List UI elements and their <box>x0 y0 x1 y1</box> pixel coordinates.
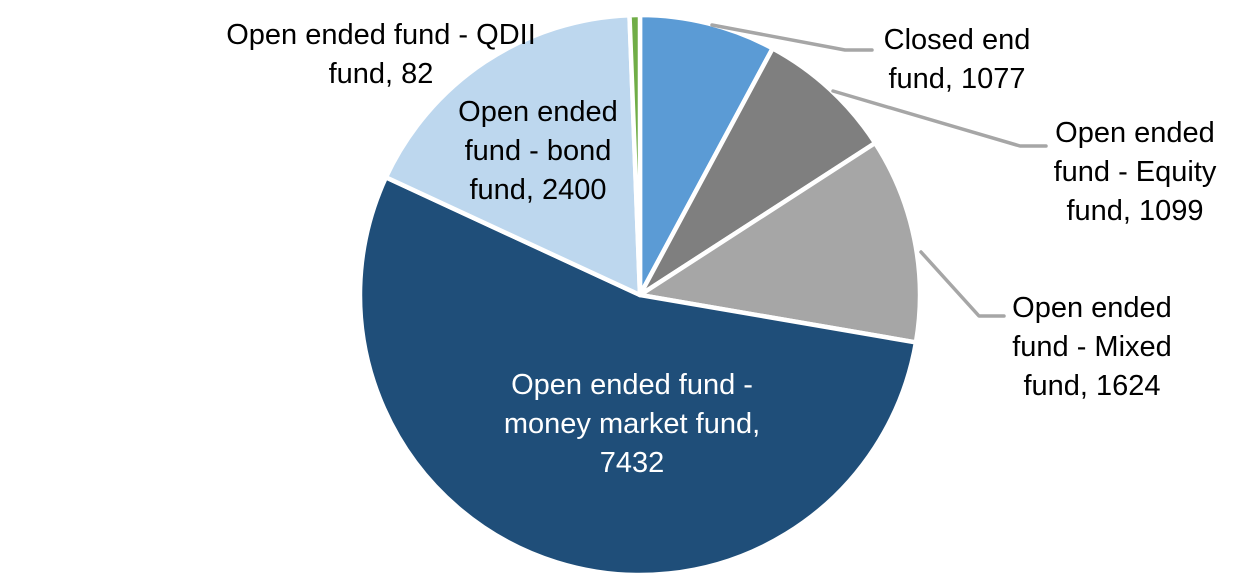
data-label-line: fund, 1099 <box>1066 195 1204 227</box>
data-label-line: Open ended <box>458 96 618 128</box>
data-label-line: 7432 <box>599 447 665 479</box>
pie-slice-qdii-fund <box>627 12 643 298</box>
pie-slice-bond-fund <box>383 12 643 298</box>
data-label-line: fund, 1077 <box>888 63 1026 95</box>
data-label-line: money market fund, <box>503 408 761 440</box>
data-label-line: fund - Equity <box>1053 156 1217 188</box>
data-label-line: fund - Mixed <box>1012 331 1172 363</box>
data-label-closed-end-fund: Closed end fund, 1077 <box>884 21 1031 99</box>
data-label-line: Open ended <box>1012 292 1172 324</box>
pie-slice-money-market-fund <box>357 175 919 578</box>
leader-line-equity-fund <box>831 89 1048 148</box>
data-label-equity-fund: Open ended fund - Equity fund, 1099 <box>1054 114 1217 231</box>
data-label-line: Closed end <box>883 24 1031 56</box>
pie-slice-mixed-fund <box>637 140 923 345</box>
pie-slice-equity-fund <box>637 46 878 298</box>
data-label-money-market-fund: Open ended fund - money market fund, 743… <box>504 366 760 483</box>
data-label-qdii-fund: Open ended fund - QDII fund, 82 <box>226 16 536 94</box>
data-label-line: fund, 82 <box>328 58 434 90</box>
leader-line-mixed-fund <box>919 250 1006 318</box>
data-label-line: fund, 2400 <box>469 174 607 206</box>
pie-slice-closed-end-fund <box>637 12 775 298</box>
data-label-bond-fund: Open ended fund - bond fund, 2400 <box>458 93 618 210</box>
data-label-line: fund - bond <box>464 135 612 167</box>
data-label-line: Open ended <box>1055 117 1215 149</box>
data-label-line: Open ended fund - QDII <box>226 19 536 51</box>
data-label-line: fund, 1624 <box>1023 370 1161 402</box>
data-label-mixed-fund: Open ended fund - Mixed fund, 1624 <box>1012 289 1172 406</box>
data-label-line: Open ended fund - <box>511 369 753 401</box>
leader-line-closed-end-fund <box>710 23 874 52</box>
